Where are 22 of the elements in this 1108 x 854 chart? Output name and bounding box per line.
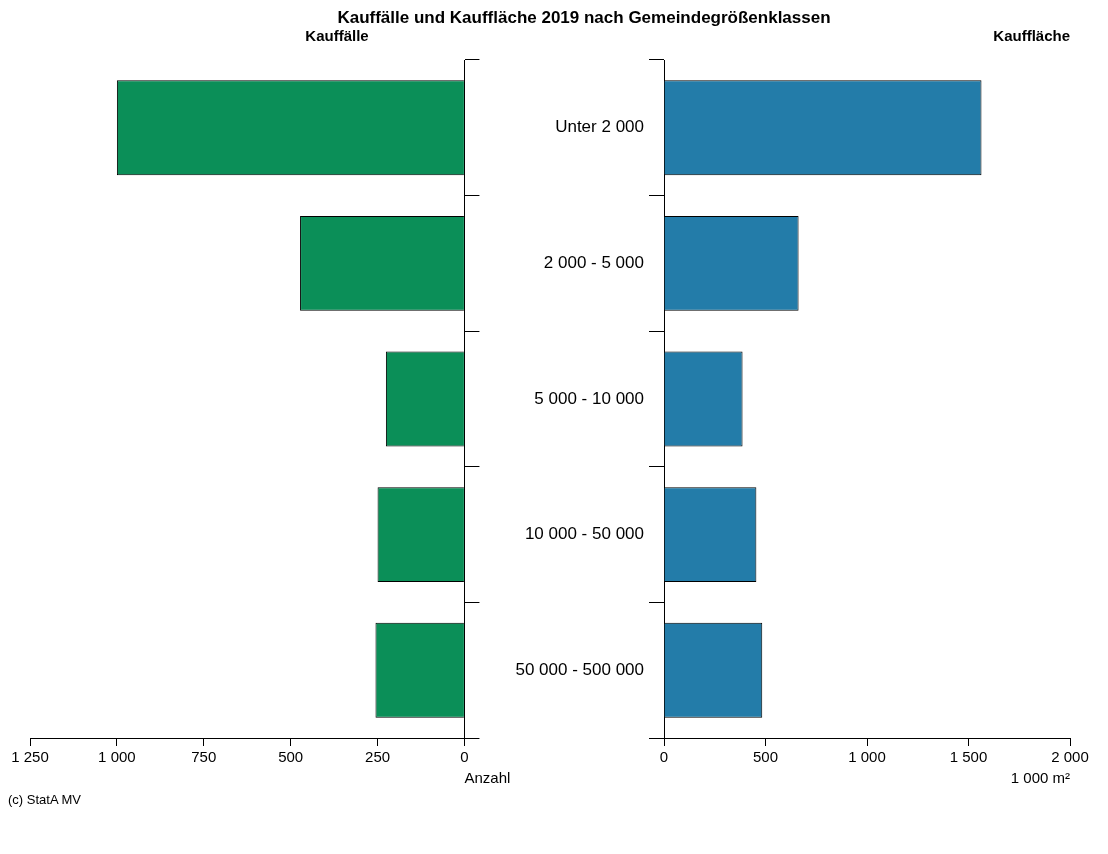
x-tick-label: 250 (365, 748, 391, 766)
text: Kauffälle und Kauffläche 2019 nach Gemeindegrößenklassen (336, 8, 832, 28)
x-tick-label: 0 (460, 748, 469, 766)
y-tick-label: Unter 2 000 (555, 117, 644, 137)
x-tick-label: 2 000 (1051, 748, 1089, 766)
x-axis-title: Anzahl (464, 769, 511, 787)
x-tick-label: 1 000 (98, 748, 136, 766)
x-tick-label: 1 250 (11, 748, 49, 766)
x-tick-label: 500 (752, 748, 779, 766)
x-tick-label: 1 500 (949, 748, 988, 766)
chart-subtitle: Kauffälle (305, 27, 369, 45)
x-tick-label: 1 000 (848, 748, 886, 766)
y-tick-label: 10 000 - 50 000 (524, 524, 644, 544)
x-axis-title: 1 000 m² (1010, 769, 1070, 787)
y-tick-label: 5 000 - 10 000 (534, 388, 644, 408)
y-tick-label: 50 000 - 500 000 (515, 659, 644, 679)
x-tick-label: 750 (191, 748, 217, 766)
y-tick-label: 2 000 - 5 000 (543, 253, 644, 273)
x-tick-label: 0 (659, 748, 669, 766)
chart-subtitle: Kauffläche (993, 27, 1070, 45)
x-tick-label: 500 (278, 748, 304, 766)
text: (c) StatA MV (8, 792, 82, 807)
